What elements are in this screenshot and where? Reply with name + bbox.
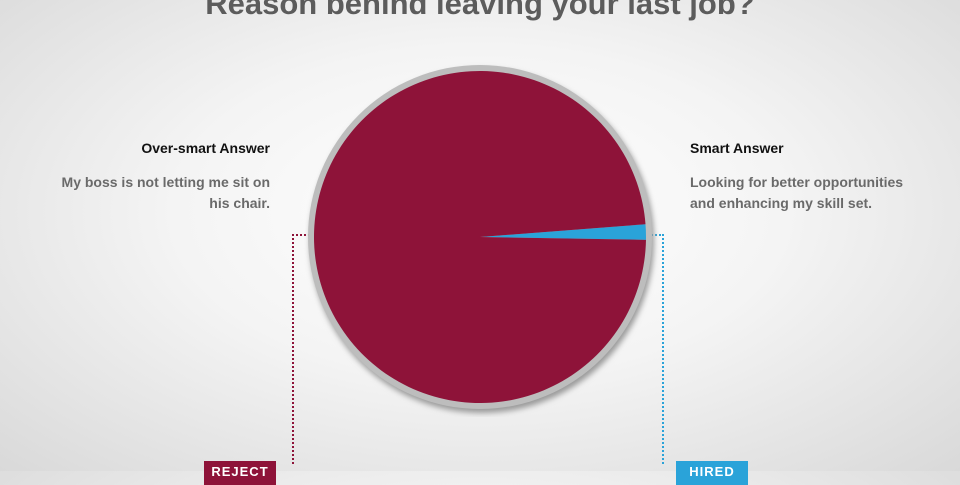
pie-chart: [308, 65, 654, 413]
reject-connector-horizontal: [292, 234, 314, 236]
smart-answer-text: Looking for better opportunities and enh…: [690, 174, 904, 211]
hired-connector-vertical: [662, 234, 664, 464]
hired-connector-horizontal: [648, 234, 664, 236]
reject-badge: REJECT: [204, 461, 276, 485]
over-smart-answer-text: My boss is not letting me sit on his cha…: [61, 174, 270, 211]
pie-slice-smart-answer: [480, 224, 646, 240]
reject-connector-vertical: [292, 234, 294, 464]
hired-badge: HIRED: [676, 461, 748, 485]
pie-slice-over-smart-answer: [314, 71, 646, 404]
chart-title: Reason behind leaving your last job?: [205, 0, 755, 21]
over-smart-answer-heading: Over-smart Answer: [141, 140, 270, 156]
smart-answer-heading: Smart Answer: [690, 140, 784, 156]
pie-slices: [314, 71, 646, 404]
